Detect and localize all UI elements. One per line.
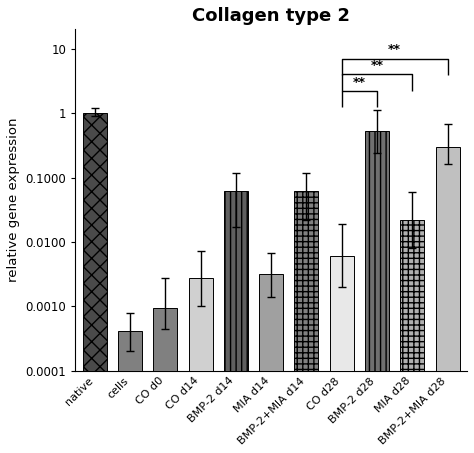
Text: **: **: [353, 76, 366, 89]
Title: Collagen type 2: Collagen type 2: [192, 7, 350, 25]
Bar: [401, 220, 424, 453]
Bar: [118, 331, 142, 453]
Bar: [153, 308, 177, 453]
Text: **: **: [371, 59, 383, 72]
Bar: [436, 147, 460, 453]
Bar: [82, 113, 107, 453]
Bar: [259, 274, 283, 453]
Bar: [189, 278, 212, 453]
Bar: [330, 256, 354, 453]
Y-axis label: relative gene expression: relative gene expression: [7, 118, 20, 282]
Bar: [224, 191, 248, 453]
Bar: [294, 191, 319, 453]
Text: **: **: [388, 43, 401, 57]
Bar: [365, 131, 389, 453]
